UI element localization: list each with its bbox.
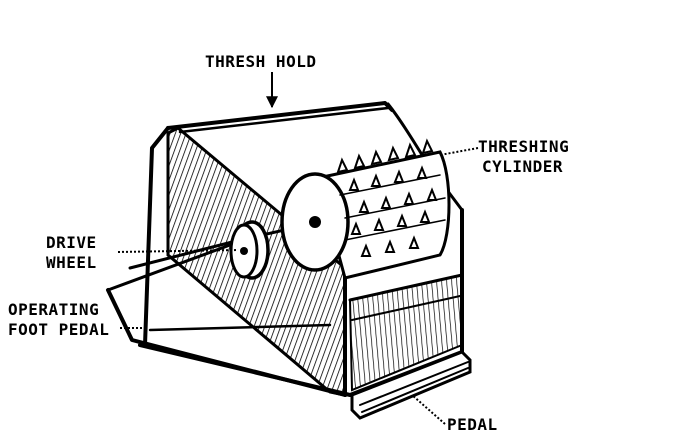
drive-wheel-label-1: DRIVE	[46, 233, 97, 252]
thresh-hold-bar	[166, 101, 394, 130]
frame-left-post	[143, 126, 170, 347]
thresher-frame	[106, 101, 472, 420]
foot-pedal-label-2: FOOT PEDAL	[8, 320, 109, 339]
foot-pedal-label-1: OPERATING	[8, 300, 99, 319]
threshing-cylinder-label-1: THRESHING	[478, 137, 569, 156]
pedal-label: PEDAL	[447, 415, 498, 434]
thresh-hold-label: THRESH HOLD	[205, 52, 316, 71]
threshing-cylinder-label-2: CYLINDER	[482, 157, 563, 176]
cylinder-spikes	[336, 138, 438, 257]
threshing-cylinder	[280, 138, 451, 280]
pedal-leader	[411, 394, 446, 425]
drive-wheel-leader	[117, 249, 239, 253]
drive-wheel	[229, 220, 270, 280]
drive-wheel-label-2: WHEEL	[46, 253, 97, 272]
foot-pedal-rod	[106, 288, 347, 397]
leader-lines	[117, 72, 479, 425]
cylinder-leader	[439, 147, 479, 156]
